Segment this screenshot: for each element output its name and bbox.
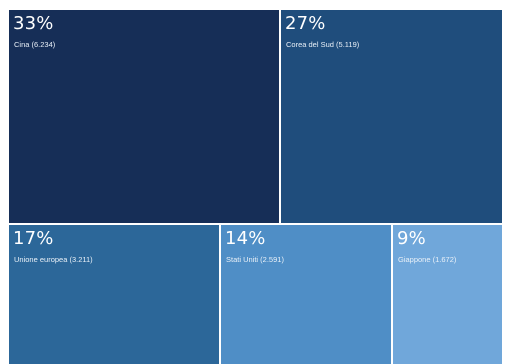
tile-percent-label: 9% xyxy=(397,228,426,249)
tile-percent-label: 33% xyxy=(13,13,54,34)
tile-category-label: Cina (6.234) xyxy=(14,40,56,49)
treemap-tile: 17% Unione europea (3.211) xyxy=(9,225,219,364)
tile-category-label: Giappone (1.672) xyxy=(398,255,457,264)
tile-percent-label: 17% xyxy=(13,228,54,249)
tile-category-label: Unione europea (3.211) xyxy=(14,255,93,264)
tile-category-label: Stati Uniti (2.591) xyxy=(226,255,284,264)
tile-percent-label: 27% xyxy=(285,13,326,34)
tile-percent-label: 14% xyxy=(225,228,266,249)
treemap-tile: 27% Corea del Sud (5.119) xyxy=(281,10,502,223)
treemap-tile: 9% Giappone (1.672) xyxy=(393,225,502,364)
treemap-tile: 33% Cina (6.234) xyxy=(9,10,279,223)
tile-category-label: Corea del Sud (5.119) xyxy=(286,40,360,49)
treemap-tile: 14% Stati Uniti (2.591) xyxy=(221,225,391,364)
